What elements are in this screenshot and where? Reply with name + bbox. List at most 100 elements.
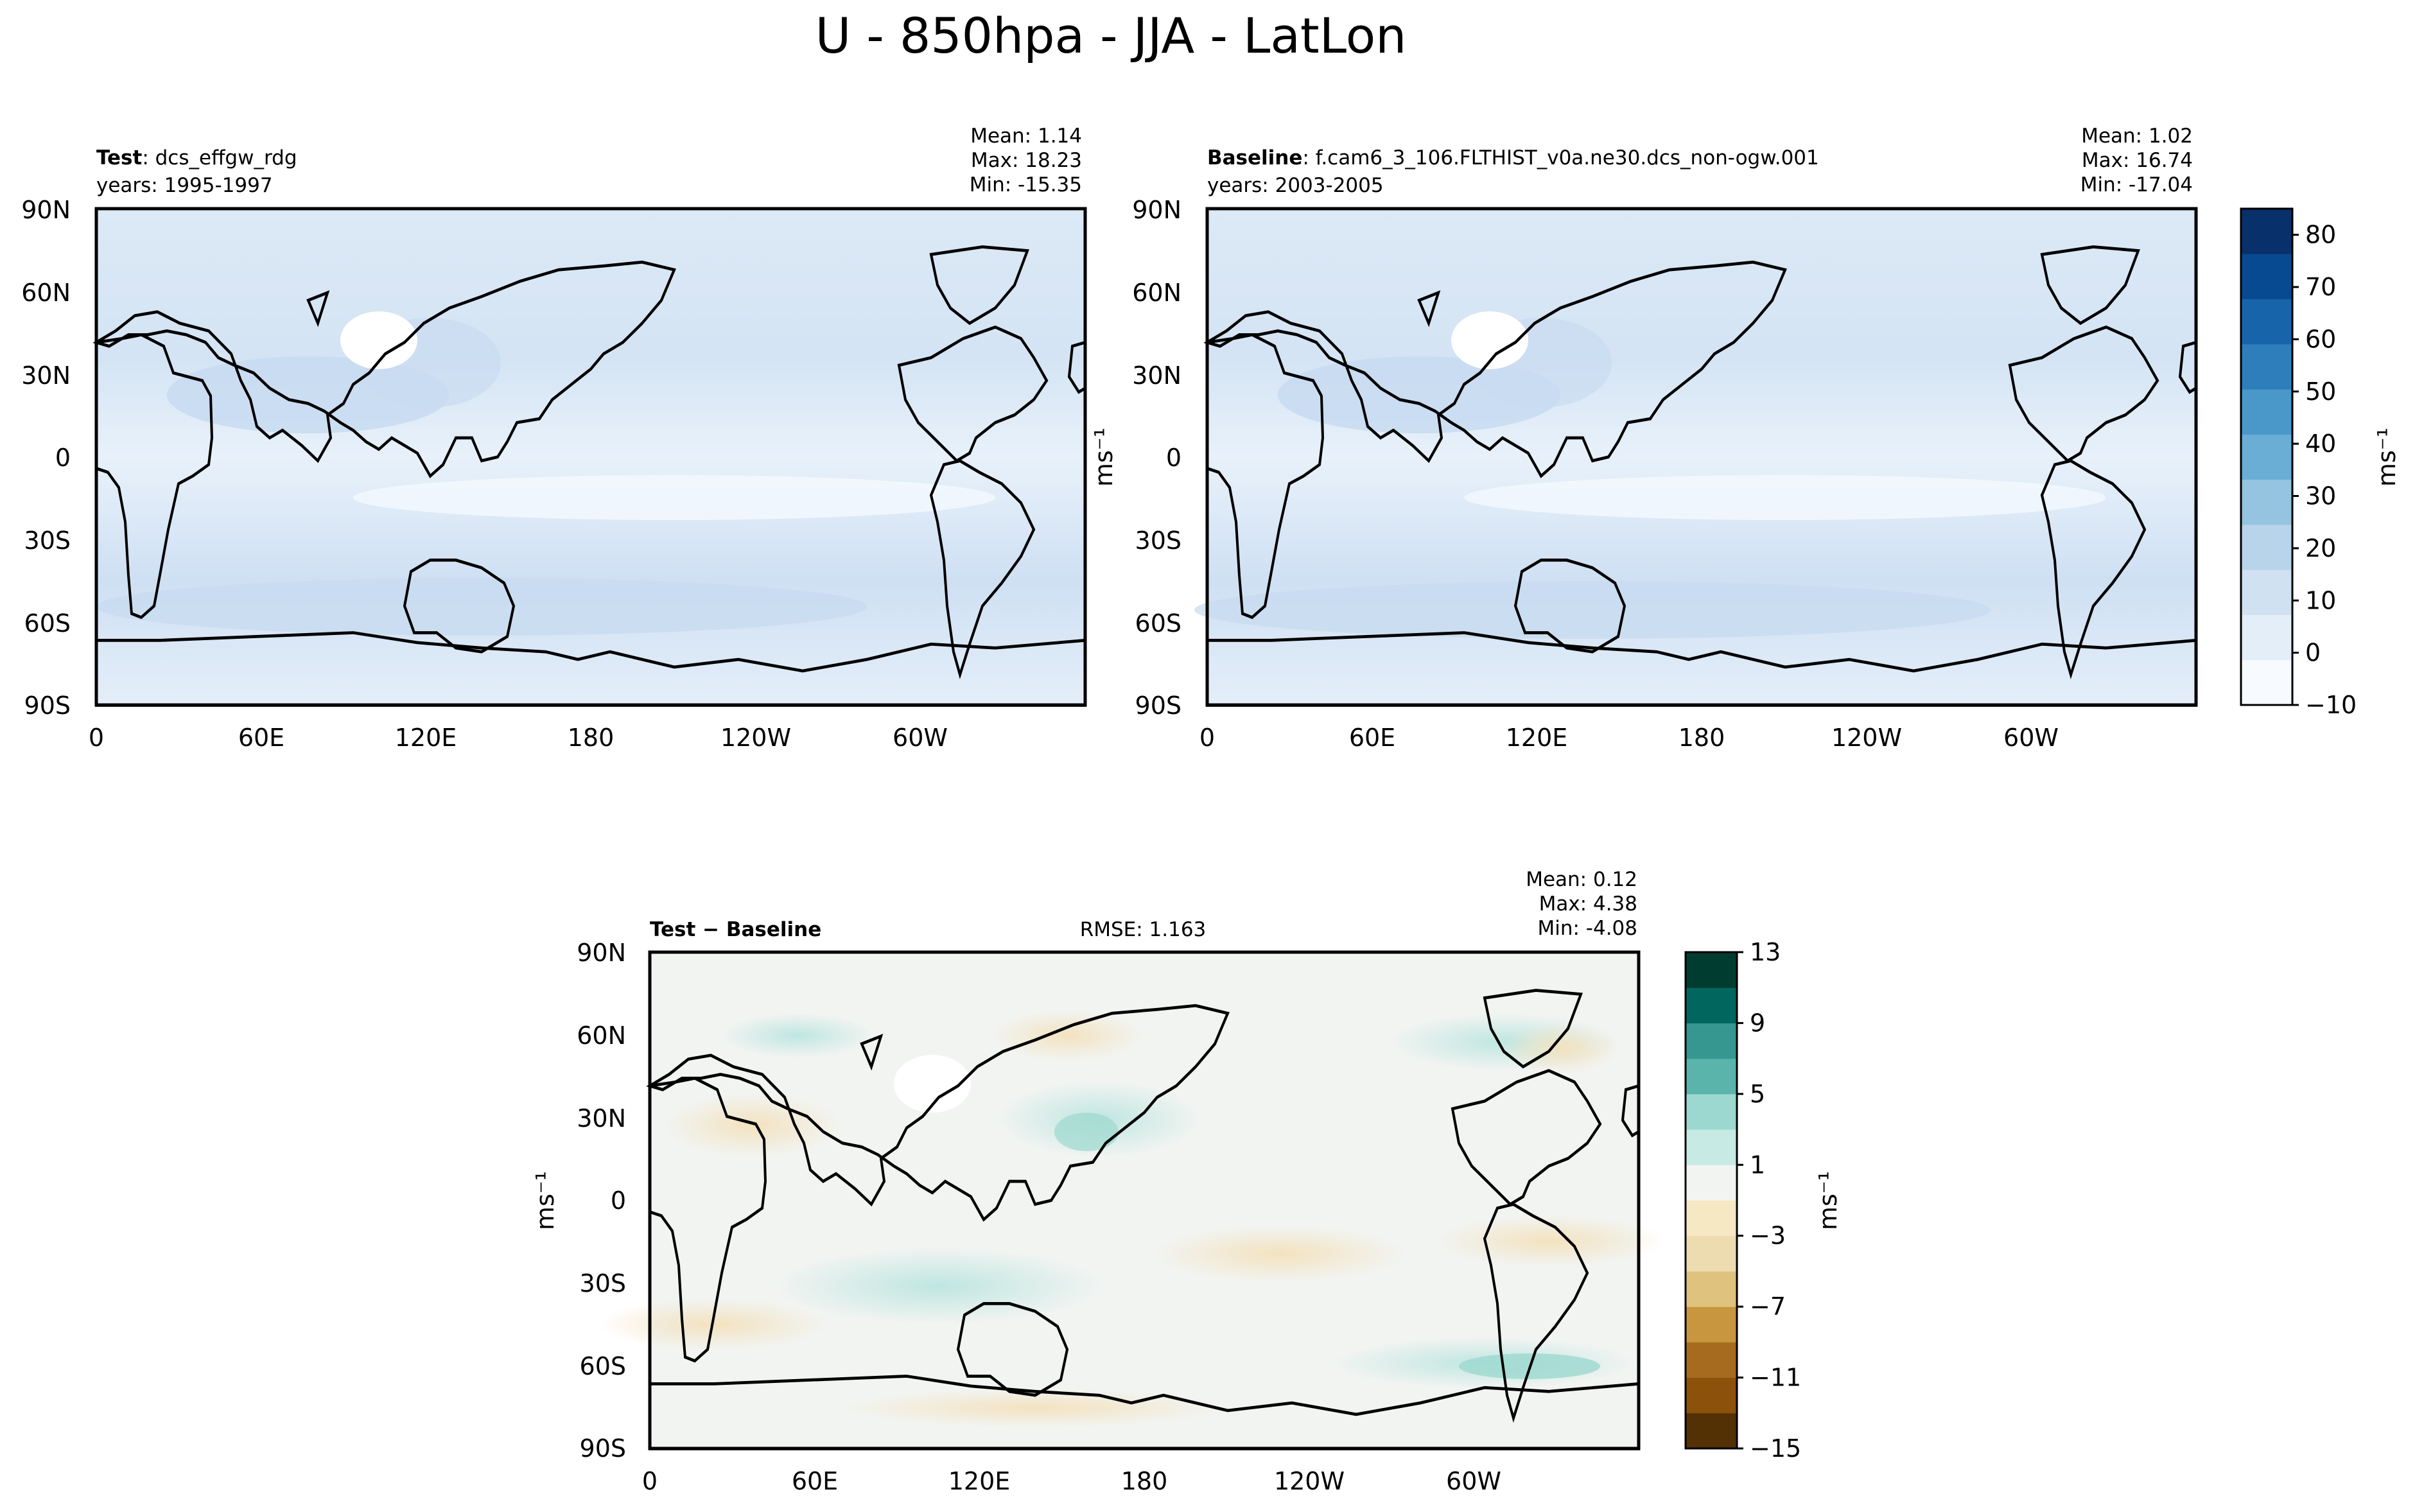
baseline-ytick-0: 90N <box>1132 196 1181 224</box>
test-xtick-3: 180 <box>568 724 615 752</box>
test-xtick-0: 0 <box>89 724 104 752</box>
diff-y-ticks: 90N 60N 30N 0 30S 60S 90S <box>577 939 626 1463</box>
diff-label: Test − Baseline <box>650 918 821 941</box>
colorbar-1-step-1 <box>2241 614 2292 661</box>
colorbar-2-step-6 <box>1686 1200 1737 1237</box>
colorbar-2-step-5 <box>1686 1235 1737 1272</box>
test-mean: Mean: 1.14 <box>970 125 1082 148</box>
test-xtick-2: 120E <box>395 724 457 752</box>
baseline-mean: Mean: 1.02 <box>2081 125 2193 148</box>
diff-ytick-4: 30S <box>580 1269 626 1298</box>
baseline-min: Min: -17.04 <box>2080 173 2193 196</box>
colorbar-2-tick-label-1: −11 <box>1750 1364 1801 1392</box>
diff-ytick-6: 90S <box>580 1434 626 1463</box>
colorbar-2-tick-label-2: −7 <box>1750 1292 1786 1321</box>
colorbar-2-tick-label-6: 9 <box>1750 1009 1765 1037</box>
baseline-colorbar: −10 0 10 20 30 40 50 60 70 80 ms⁻¹ <box>2240 207 2401 719</box>
colorbar-2-step-11 <box>1686 1023 1737 1059</box>
diff-xtick-5: 60W <box>1446 1467 1501 1495</box>
colorbar-1-step-0 <box>2241 659 2292 706</box>
test-ytick-2: 30N <box>21 361 71 390</box>
baseline-label-bold: Baseline <box>1207 146 1302 169</box>
colorbar-1-tick-label-6: 50 <box>2305 378 2336 406</box>
test-xtick-4: 120W <box>720 724 791 752</box>
test-xtick-1: 60E <box>238 724 284 752</box>
difference-colorbar: −15 −11 −7 −3 1 5 9 13 ms⁻¹ <box>1684 938 1842 1463</box>
diff-min: Min: -4.08 <box>1537 917 1637 940</box>
diff-max: Max: 4.38 <box>1539 892 1637 916</box>
colorbar-2-steps <box>1686 952 1737 1449</box>
diff-ytick-2: 30N <box>577 1104 626 1133</box>
colorbar-1-tick-label-7: 60 <box>2305 325 2336 353</box>
baseline-map <box>1194 207 2198 706</box>
colorbar-2-step-4 <box>1686 1271 1737 1307</box>
colorbar-2-step-9 <box>1686 1093 1737 1130</box>
colorbar-2-ticks: −15 −11 −7 −3 1 5 9 13 <box>1737 938 1801 1463</box>
colorbar-2-tick-label-0: −15 <box>1750 1434 1801 1463</box>
test-years: years: 1995-1997 <box>96 174 273 197</box>
baseline-years: years: 2003-2005 <box>1207 174 1384 197</box>
colorbar-2-label: ms⁻¹ <box>1814 1171 1842 1230</box>
diff-ytick-5: 60S <box>580 1352 626 1380</box>
diff-mean: Mean: 0.12 <box>1526 868 1637 891</box>
colorbar-1-tick-label-0: −10 <box>2305 691 2357 719</box>
baseline-y-ticks: 90N 60N 30N 0 30S 60S 90S <box>1132 196 1181 720</box>
test-y-ticks: 90N 60N 30N 0 30S 60S 90S <box>21 196 71 720</box>
colorbar-2-tick-label-5: 5 <box>1750 1080 1765 1108</box>
colorbar-1-tick-label-5: 40 <box>2305 430 2336 458</box>
colorbar-2-step-10 <box>1686 1058 1737 1095</box>
baseline-xtick-3: 180 <box>1678 724 1725 752</box>
test-ytick-1: 60N <box>21 279 71 307</box>
test-xtick-5: 60W <box>893 724 948 752</box>
test-max: Max: 18.23 <box>971 149 1082 172</box>
colorbar-2-step-2 <box>1686 1342 1737 1378</box>
test-ytick-4: 30S <box>24 526 71 555</box>
test-ytick-0: 90N <box>21 196 71 224</box>
test-ytick-3: 0 <box>55 444 71 472</box>
baseline-panel: Baseline: f.cam6_3_106.FLTHIST_v0a.ne30.… <box>1090 125 2198 752</box>
diff-xtick-4: 120W <box>1274 1467 1345 1495</box>
test-min: Min: -15.35 <box>970 173 1082 196</box>
baseline-ytick-6: 90S <box>1135 691 1181 720</box>
colorbar-1-tick-label-4: 30 <box>2305 482 2336 510</box>
test-panel: Test: dcs_effgw_rdg years: 1995-1997 Mea… <box>21 125 1087 752</box>
test-label-bold: Test <box>96 146 143 169</box>
figure-title: U - 850hpa - JJA - LatLon <box>815 7 1407 64</box>
baseline-units-label: ms⁻¹ <box>1090 428 1118 487</box>
colorbar-1-step-2 <box>2241 569 2292 615</box>
colorbar-1-step-4 <box>2241 479 2292 525</box>
diff-xtick-2: 120E <box>948 1467 1011 1495</box>
diff-ytick-3: 0 <box>611 1186 626 1215</box>
baseline-xtick-0: 0 <box>1199 724 1215 752</box>
baseline-xtick-2: 120E <box>1506 724 1568 752</box>
colorbar-1-step-10 <box>2241 209 2292 254</box>
colorbar-1-tick-label-8: 70 <box>2305 273 2336 301</box>
colorbar-1-step-5 <box>2241 434 2292 480</box>
colorbar-1-label: ms⁻¹ <box>2373 428 2401 487</box>
diff-xtick-3: 180 <box>1121 1467 1168 1495</box>
test-ytick-5: 60S <box>24 609 71 638</box>
colorbar-1-tick-label-2: 10 <box>2305 586 2336 614</box>
diff-ytick-1: 60N <box>577 1021 626 1050</box>
baseline-ytick-3: 0 <box>1166 444 1181 472</box>
colorbar-2-step-0 <box>1686 1412 1737 1449</box>
baseline-max: Max: 16.74 <box>2082 149 2193 172</box>
baseline-xtick-4: 120W <box>1831 724 1902 752</box>
colorbar-1-step-7 <box>2241 343 2292 390</box>
colorbar-2-tick-label-4: 1 <box>1750 1151 1765 1179</box>
baseline-x-ticks: 0 60E 120E 180 120W 60W <box>1199 724 2059 752</box>
baseline-ytick-1: 60N <box>1132 279 1181 307</box>
baseline-xtick-1: 60E <box>1349 724 1395 752</box>
diff-xtick-0: 0 <box>642 1467 658 1495</box>
diff-ytick-0: 90N <box>577 939 626 967</box>
colorbar-2-tick-label-7: 13 <box>1750 938 1781 966</box>
diff-x-ticks: 0 60E 120E 180 120W 60W <box>642 1467 1501 1495</box>
colorbar-2-step-12 <box>1686 987 1737 1023</box>
colorbar-1-step-3 <box>2241 524 2292 570</box>
difference-panel: Test − Baseline RMSE: 1.163 Mean: 0.12 M… <box>531 868 1664 1495</box>
colorbar-2-step-8 <box>1686 1129 1737 1165</box>
test-label: Test: dcs_effgw_rdg <box>96 146 297 169</box>
test-x-ticks: 0 60E 120E 180 120W 60W <box>89 724 948 752</box>
baseline-xtick-5: 60W <box>2003 724 2059 752</box>
